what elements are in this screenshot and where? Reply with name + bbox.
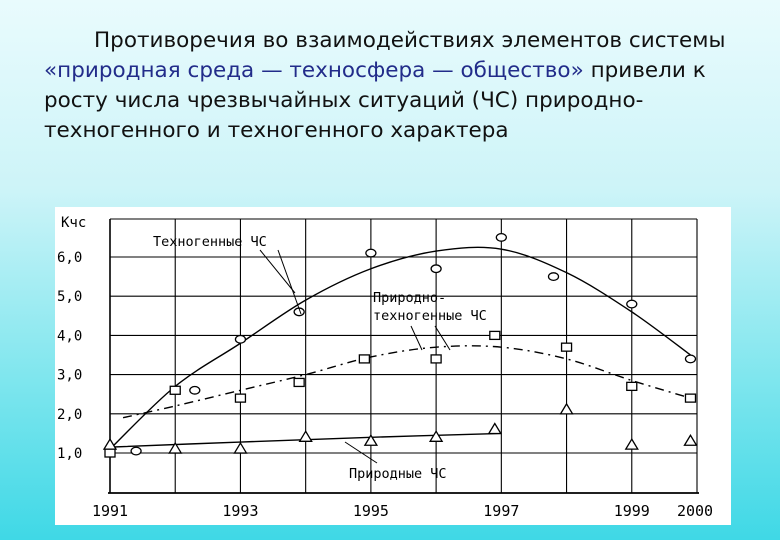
x-tick-label: 1997 bbox=[483, 502, 519, 520]
paragraph-text-start: Противоречия во взаимодействиях элементо… bbox=[94, 28, 726, 53]
x-tick-label: 1991 bbox=[92, 502, 128, 520]
data-point-nature-techno bbox=[489, 330, 501, 341]
data-point-natural bbox=[683, 433, 698, 446]
data-point-technogenic bbox=[234, 334, 247, 344]
data-point-nature-techno bbox=[293, 377, 305, 388]
grid-layer bbox=[108, 218, 699, 494]
y-tick-label: 2,0 bbox=[57, 407, 82, 423]
series-label-natural: Природные ЧС bbox=[349, 466, 447, 482]
x-tick-label: 1993 bbox=[222, 502, 258, 520]
emergency-count-chart: 1,0 2,0 3,0 4,0 5,0 6,0 1991 1993 1995 1997 1999 20… bbox=[57, 215, 713, 520]
paragraph-text-end: привели к росту числа чрезвычайных ситуа… bbox=[44, 58, 706, 143]
y-tick-label: 5,0 bbox=[57, 289, 82, 305]
data-point-natural bbox=[102, 437, 118, 450]
data-point-nature-techno bbox=[560, 342, 573, 352]
data-point-nature-techno bbox=[169, 385, 181, 395]
x-tick-label: 1995 bbox=[353, 502, 389, 520]
y-tick-label: 3,0 bbox=[57, 368, 82, 384]
trend-curve-technogenic bbox=[109, 246, 691, 450]
leader-natural bbox=[344, 441, 378, 464]
paragraph-accent-text: «природная среда — техносфера — общество… bbox=[44, 58, 584, 83]
data-point-technogenic bbox=[365, 248, 377, 258]
leader-nature-techno-b bbox=[434, 325, 451, 351]
data-point-nature-techno bbox=[358, 354, 371, 364]
axis-layer: 1,0 2,0 3,0 4,0 5,0 6,0 1991 1993 1995 1997 1999 20… bbox=[57, 250, 713, 520]
x-tick-label: 1999 bbox=[614, 502, 650, 520]
data-point-natural bbox=[624, 437, 639, 450]
data-point-technogenic bbox=[189, 385, 201, 395]
data-point-technogenic bbox=[130, 446, 142, 456]
data-point-nature-techno bbox=[234, 393, 247, 403]
chart-panel: 1,0 2,0 3,0 4,0 5,0 6,0 1991 1993 1995 1997 1999 20… bbox=[55, 207, 731, 525]
x-tick-label: 2000 bbox=[677, 502, 713, 520]
y-axis-label: Кчс bbox=[61, 215, 86, 231]
data-point-nature-techno bbox=[626, 381, 638, 392]
trend-curve-nature-techno bbox=[122, 345, 691, 419]
leader-nature-techno-a bbox=[410, 325, 423, 351]
data-point-natural bbox=[363, 433, 379, 446]
marker-layer bbox=[102, 232, 698, 458]
data-point-natural bbox=[559, 402, 574, 415]
data-point-nature-techno bbox=[104, 448, 116, 458]
y-tick-label: 1,0 bbox=[57, 446, 82, 462]
data-point-technogenic bbox=[547, 272, 560, 282]
data-point-technogenic bbox=[684, 354, 697, 364]
leader-technogenic-a bbox=[259, 249, 296, 294]
trend-layer bbox=[109, 246, 691, 450]
data-point-nature-techno bbox=[430, 354, 442, 364]
data-point-natural bbox=[298, 430, 313, 442]
data-point-natural bbox=[233, 441, 248, 454]
data-point-natural bbox=[428, 430, 444, 442]
series-label-nature-techno-line1: Природно- bbox=[373, 290, 446, 306]
slide-paragraph: Противоречия во взаимодействиях элементо… bbox=[44, 26, 764, 146]
leader-technogenic-b bbox=[277, 249, 302, 315]
data-point-technogenic bbox=[430, 264, 442, 274]
y-tick-label: 4,0 bbox=[57, 328, 82, 344]
data-point-technogenic bbox=[495, 232, 507, 242]
y-tick-label: 6,0 bbox=[57, 250, 82, 266]
data-point-natural bbox=[487, 422, 502, 435]
label-layer: Кчс Техногенные ЧС Природно- техногенные… bbox=[61, 215, 487, 482]
series-label-technogenic: Техногенные ЧС bbox=[153, 234, 267, 250]
data-point-natural bbox=[168, 441, 183, 454]
data-point-nature-techno bbox=[684, 393, 697, 403]
series-label-nature-techno-line2: техногенные ЧС bbox=[373, 308, 487, 324]
data-point-technogenic bbox=[626, 299, 638, 309]
